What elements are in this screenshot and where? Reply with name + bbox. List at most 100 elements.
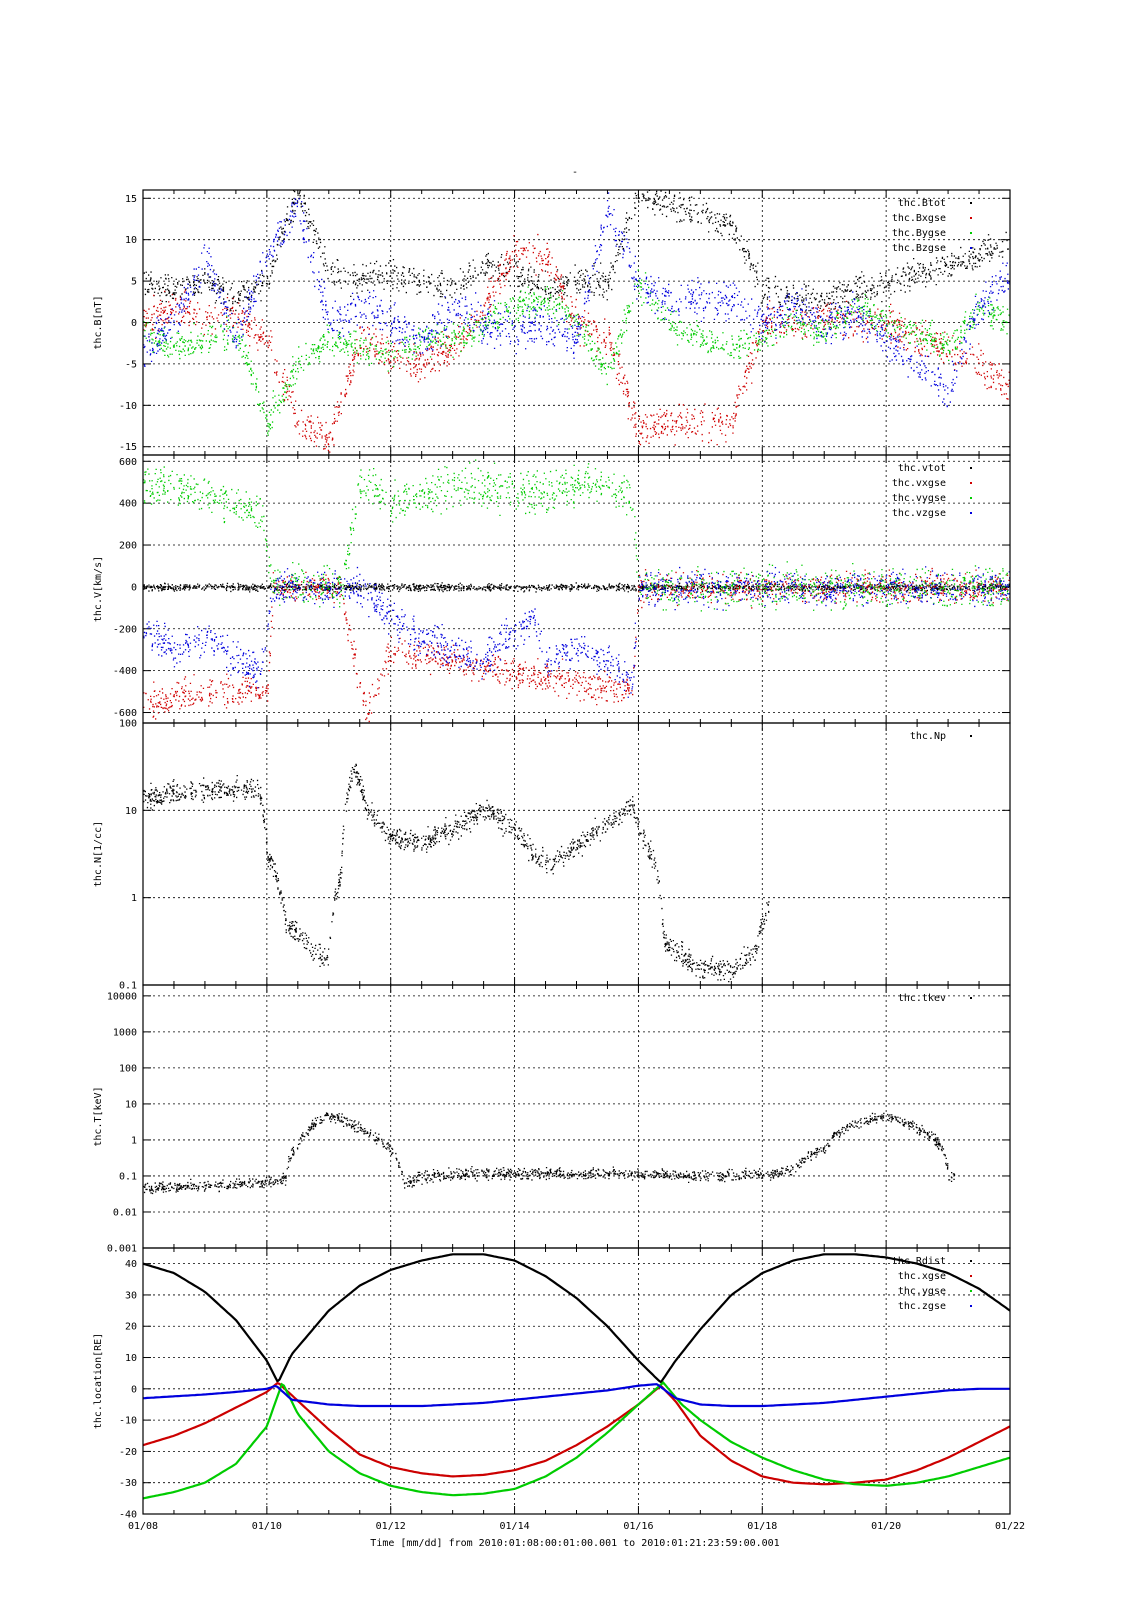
y-tick-label: 40 bbox=[125, 1259, 137, 1270]
series-points-1 bbox=[143, 763, 770, 983]
y-tick-label: 0.1 bbox=[119, 981, 137, 992]
legend-marker bbox=[970, 512, 972, 514]
y-tick-label: 0.1 bbox=[119, 1171, 137, 1182]
legend-entry: thc.vzgse bbox=[892, 508, 946, 519]
y-tick-label: -10 bbox=[119, 1416, 137, 1427]
legend-entry: thc.xgse bbox=[898, 1271, 946, 1282]
data-layer bbox=[143, 1253, 1010, 1500]
y-tick-label: -400 bbox=[113, 666, 137, 677]
legend-entry: thc.Bxgse bbox=[892, 213, 946, 224]
legend-entry: thc.ygse bbox=[898, 1286, 946, 1297]
y-tick-label: 1000 bbox=[113, 1027, 137, 1038]
legend-marker bbox=[970, 497, 972, 499]
legend-marker bbox=[970, 1260, 972, 1262]
panel-frame bbox=[142, 722, 1011, 986]
y-tick-label: 0 bbox=[131, 318, 137, 329]
data-layer bbox=[143, 190, 1010, 453]
legend-entry: thc.Bygse bbox=[892, 228, 946, 239]
panel-frame bbox=[142, 1247, 1011, 1515]
panel-2: 600 400 200 0 -200 -400 -600 thc.V[km/s] thc.vto… bbox=[93, 454, 1011, 724]
panel-1: 15 10 5 0 -5 -10 -15 thc.B[nT] thc.Btot thc.Bxgse… bbox=[93, 189, 1011, 456]
y-tick-label: -600 bbox=[113, 708, 137, 719]
x-tick-label: 01/10 bbox=[252, 1521, 282, 1532]
panel-5: 40 30 20 10 0 -10 -20 -30 -40 thc.location[RE] thc… bbox=[93, 1247, 1011, 1521]
legend-marker bbox=[970, 997, 972, 999]
y-tick-label: 1 bbox=[131, 893, 137, 904]
y-tick-label: 0.01 bbox=[113, 1207, 137, 1218]
series-points-1 bbox=[143, 1112, 956, 1195]
legend-entry: thc.tkev bbox=[898, 993, 946, 1004]
series-points-4 bbox=[143, 192, 1010, 408]
panels-group: 151050-5-10-15thc.B[nT]thc.Btotthc.Bxgse… bbox=[93, 189, 1025, 1532]
legend-marker bbox=[970, 467, 972, 469]
legend-marker bbox=[970, 735, 972, 737]
y-tick-label: 400 bbox=[119, 499, 137, 510]
legend-marker bbox=[970, 1290, 972, 1292]
series-line-4 bbox=[143, 1383, 1010, 1408]
data-layer bbox=[143, 1112, 956, 1195]
legend-entry: thc.zgse bbox=[898, 1301, 946, 1312]
panel-3: 100 10 1 0.1 thc.N[1/cc] thc.Np bbox=[93, 719, 1011, 992]
legend-entry: thc.Bzgse bbox=[892, 243, 946, 254]
y-tick-label: 10 bbox=[125, 1353, 137, 1364]
data-layer bbox=[143, 763, 770, 983]
legend-entry: thc.Btot bbox=[898, 198, 946, 209]
x-axis-label: Time [mm/dd] from 2010:01:08:00:01:00.00… bbox=[370, 1538, 779, 1549]
x-tick-label: 01/20 bbox=[871, 1521, 901, 1532]
data-layer bbox=[143, 459, 1010, 723]
legend-marker bbox=[970, 1305, 972, 1307]
legend-marker bbox=[970, 232, 972, 234]
y-axis-title: thc.V[km/s] bbox=[93, 556, 104, 622]
y-tick-label: 600 bbox=[119, 457, 137, 468]
x-tick-label: 01/08 bbox=[128, 1521, 158, 1532]
legend-marker bbox=[970, 202, 972, 204]
y-tick-label: 0 bbox=[131, 1384, 137, 1395]
y-tick-label: 0.001 bbox=[107, 1244, 137, 1255]
panel-4: 10000 1000 100 10 1 0.1 0.01 0.001 thc.T[keV] thc… bbox=[93, 984, 1011, 1255]
y-tick-label: 20 bbox=[125, 1322, 137, 1333]
legend-marker bbox=[970, 217, 972, 219]
legend-marker bbox=[970, 1275, 972, 1277]
legend-entry: thc.Np bbox=[910, 731, 946, 742]
series-line-3 bbox=[143, 1381, 1010, 1500]
y-axis-title: thc.T[keV] bbox=[93, 1086, 104, 1146]
x-tick-label: 01/14 bbox=[500, 1521, 530, 1532]
series-points-3 bbox=[143, 269, 1010, 436]
legend-entry: thc.vygse bbox=[892, 493, 946, 504]
y-tick-label: 200 bbox=[119, 541, 137, 552]
y-tick-label: -10 bbox=[119, 401, 137, 412]
legend-marker bbox=[970, 482, 972, 484]
y-tick-label: -15 bbox=[119, 442, 137, 453]
y-tick-label: 15 bbox=[125, 194, 137, 205]
x-tick-label: 01/22 bbox=[995, 1521, 1025, 1532]
y-axis-title: thc.N[1/cc] bbox=[93, 821, 104, 887]
legend-entry: thc.vtot bbox=[898, 463, 946, 474]
y-tick-label: 10000 bbox=[107, 991, 137, 1002]
y-tick-label: 100 bbox=[119, 719, 137, 730]
x-tick-label: 01/12 bbox=[376, 1521, 406, 1532]
legend-entry: thc.Rdist bbox=[892, 1256, 946, 1267]
y-tick-label: 10 bbox=[125, 1099, 137, 1110]
y-tick-label: -200 bbox=[113, 624, 137, 635]
y-tick-label: 0 bbox=[131, 582, 137, 593]
y-tick-label: 10 bbox=[125, 806, 137, 817]
y-tick-label: 10 bbox=[125, 235, 137, 246]
y-tick-label: 5 bbox=[131, 277, 137, 288]
y-tick-label: 30 bbox=[125, 1290, 137, 1301]
figure-title: - bbox=[572, 167, 578, 178]
legend-entry: thc.vxgse bbox=[892, 478, 946, 489]
series-line-1 bbox=[143, 1253, 1010, 1384]
x-tick-label: 01/18 bbox=[747, 1521, 777, 1532]
y-tick-label: -5 bbox=[125, 359, 137, 370]
y-tick-label: -30 bbox=[119, 1478, 137, 1489]
y-axis-title: thc.B[nT] bbox=[93, 295, 104, 349]
y-tick-label: -20 bbox=[119, 1447, 137, 1458]
x-tick-label: 01/16 bbox=[623, 1521, 653, 1532]
y-tick-label: 1 bbox=[131, 1135, 137, 1146]
legend-marker bbox=[970, 247, 972, 249]
y-tick-label: 100 bbox=[119, 1063, 137, 1074]
y-axis-title: thc.location[RE] bbox=[93, 1333, 104, 1429]
y-tick-label: -40 bbox=[119, 1510, 137, 1521]
series-points-2 bbox=[143, 567, 1010, 723]
